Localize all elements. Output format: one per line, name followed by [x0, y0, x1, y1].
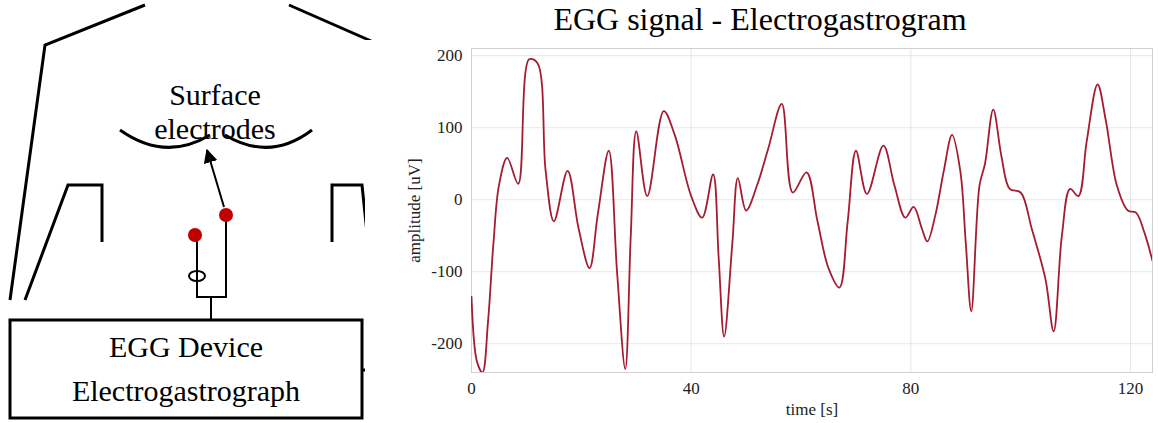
svg-text:80: 80	[902, 379, 919, 398]
svg-text:0: 0	[467, 379, 476, 398]
svg-text:-100: -100	[431, 262, 462, 281]
svg-text:electrodes: electrodes	[154, 112, 276, 145]
svg-text:100: 100	[437, 118, 463, 137]
svg-text:amplitude [uV]: amplitude [uV]	[405, 158, 424, 262]
svg-text:Surface: Surface	[169, 78, 261, 111]
svg-text:EGG Device: EGG Device	[109, 330, 263, 363]
html-text:EGG signal - Electrogastrogram: EGG signal - Electrogastrogram	[553, 1, 967, 37]
svg-text:Electrogastrograph: Electrogastrograph	[72, 374, 300, 407]
svg-text:40: 40	[683, 379, 700, 398]
svg-text:120: 120	[1118, 379, 1144, 398]
svg-text:time [s]: time [s]	[786, 400, 838, 419]
svg-text:-200: -200	[431, 334, 462, 353]
svg-text:200: 200	[437, 46, 463, 65]
svg-text:0: 0	[454, 190, 463, 209]
